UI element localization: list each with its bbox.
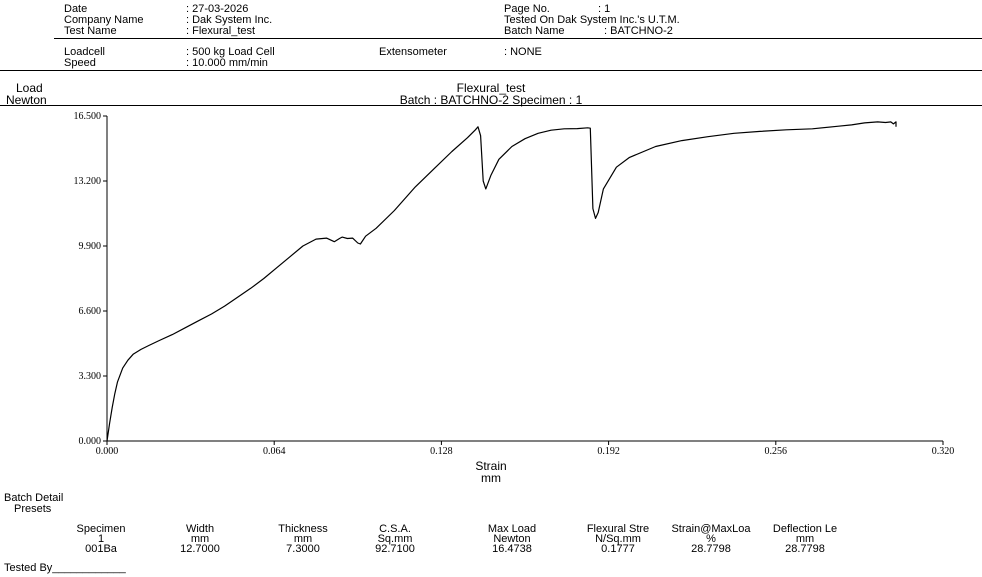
- presets-label: Presets: [14, 503, 52, 515]
- x-axis-label-line1: Strain: [475, 459, 507, 473]
- y-tick-label: 6.600: [79, 306, 102, 317]
- setup-divider: [0, 70, 982, 71]
- batch-cell-value: 28.7798: [691, 543, 731, 555]
- batch-column-header: N/Sq.mm: [595, 533, 641, 545]
- company-value: : Dak System Inc.: [186, 14, 273, 26]
- x-tick-label: 0.064: [263, 446, 286, 457]
- header-divider: [54, 38, 982, 39]
- batch-column-header: Newton: [493, 533, 531, 545]
- batch-column-header: mm: [795, 533, 815, 545]
- y-tick-label: 0.000: [79, 436, 102, 447]
- batch-column-header: %: [706, 533, 716, 545]
- batch-name-label: Batch Name: [504, 25, 565, 37]
- speed-value: : 10.000 mm/min: [186, 57, 268, 69]
- batch-column-header: mm: [190, 533, 210, 545]
- x-tick-label: 0.256: [765, 446, 788, 457]
- test-name-label: Test Name: [64, 25, 117, 37]
- test-name-value: : Flexural_test: [186, 25, 256, 37]
- company-label: Company Name: [64, 14, 144, 26]
- batch-column: Thickness mm 7.3000: [253, 523, 353, 555]
- page-no-value: : 1: [598, 3, 611, 15]
- batch-cell-value: 0.1777: [601, 543, 635, 555]
- batch-name-value: : BATCHNO-2: [604, 25, 673, 37]
- batch-cell-value: 001Ba: [85, 543, 117, 555]
- x-tick-label: 0.000: [96, 446, 119, 457]
- batch-column: Deflection Le mm 28.7798: [755, 523, 855, 555]
- tested-by-field: Tested By____________: [4, 562, 126, 574]
- batch-column-header: Specimen: [76, 523, 126, 535]
- loadcell-label: Loadcell: [64, 46, 105, 58]
- tested-on-text: Tested On Dak System Inc.'s U.T.M.: [504, 14, 680, 26]
- batch-column: C.S.A. Sq.mm 92.7100: [345, 523, 445, 555]
- x-tick-label: 0.320: [932, 446, 955, 457]
- batch-column-header: C.S.A.: [379, 523, 411, 535]
- batch-column-header: Strain@MaxLoa: [671, 523, 751, 535]
- batch-cell-value: 28.7798: [785, 543, 825, 555]
- speed-label: Speed: [64, 57, 96, 69]
- y-axis-label-line1: Load: [16, 81, 43, 95]
- batch-column: Strain@MaxLoa% 28.7798: [661, 523, 761, 555]
- chart-title: Flexural_test: [456, 81, 526, 95]
- batch-column: Flexural Stre N/Sq.mm 0.1777: [568, 523, 668, 555]
- batch-cell-value: 7.3000: [286, 543, 320, 555]
- batch-column: Width mm 12.7000: [150, 523, 250, 555]
- y-tick-label: 3.300: [79, 371, 102, 382]
- series-line-load-vs-strain: [106, 121, 897, 442]
- batch-column-header: mm: [293, 533, 313, 545]
- x-tick-label: 0.192: [597, 446, 620, 457]
- batch-detail-title: Batch Detail: [4, 492, 64, 504]
- y-axis-label-line2: Newton: [6, 93, 47, 107]
- x-tick-label: 0.128: [430, 446, 453, 457]
- date-label: Date: [64, 3, 88, 15]
- y-tick-label: 13.200: [74, 176, 102, 187]
- batch-cell-value: 92.7100: [375, 543, 415, 555]
- batch-column-header: Deflection Le: [772, 523, 838, 535]
- batch-column-header: Sq.mm: [377, 533, 413, 545]
- date-value: : 27-03-2026: [186, 3, 249, 15]
- batch-column-header: Max Load: [487, 523, 537, 535]
- loadcell-value: : 500 kg Load Cell: [186, 46, 275, 58]
- batch-column-header: Thickness: [278, 523, 328, 535]
- x-axis-label-line2: mm: [481, 471, 501, 485]
- extensometer-label: Extensometer: [379, 46, 447, 58]
- chart-subtitle: Batch : BATCHNO-2 Specimen : 1: [399, 93, 583, 107]
- y-tick-label: 9.900: [79, 241, 102, 252]
- batch-column-header: 1: [97, 533, 105, 545]
- batch-column-header: Flexural Stre: [586, 523, 650, 535]
- batch-cell-value: 12.7000: [180, 543, 220, 555]
- page-no-label: Page No.: [504, 3, 550, 15]
- y-tick-label: 16.500: [74, 111, 102, 122]
- extensometer-value: : NONE: [504, 46, 542, 58]
- batch-column-header: Width: [185, 523, 215, 535]
- batch-cell-value: 16.4738: [492, 543, 532, 555]
- batch-column: Max Load Newton 16.4738: [462, 523, 562, 555]
- batch-column: Specimen 1 001Ba: [51, 523, 151, 555]
- title-divider: [0, 105, 982, 106]
